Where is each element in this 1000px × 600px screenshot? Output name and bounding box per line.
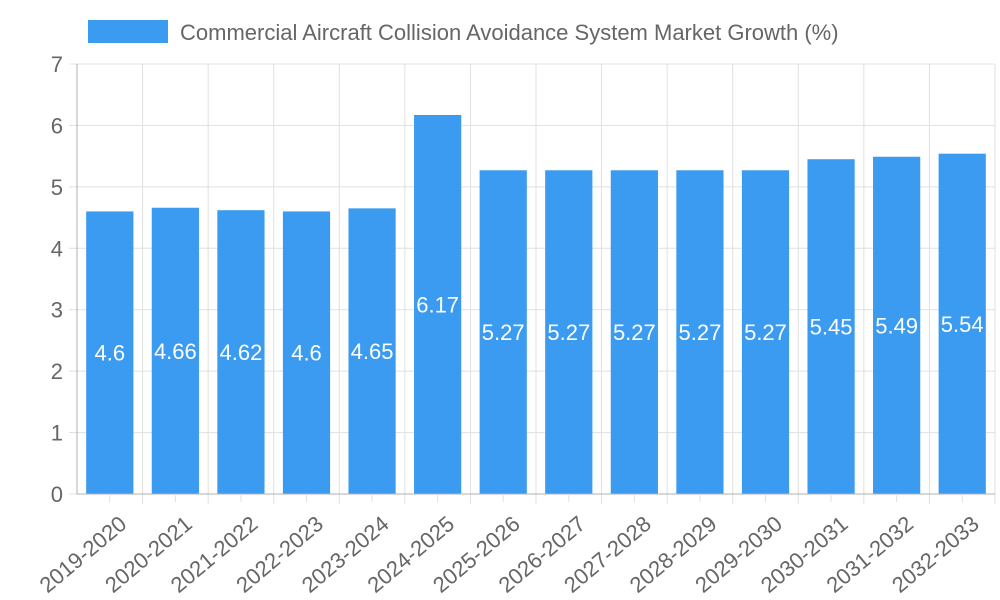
bar[interactable]	[741, 170, 790, 494]
bar[interactable]	[938, 153, 986, 494]
x-axis: 2019-20202020-20212021-20222022-20232023…	[35, 493, 995, 598]
bar-value-label: 5.49	[875, 313, 918, 338]
y-axis: 0 1 2 3 4 5 6 7	[51, 52, 78, 507]
bar[interactable]	[676, 170, 724, 494]
bar-value-label: 4.65	[351, 339, 394, 364]
bar[interactable]	[479, 170, 527, 494]
y-tick-label: 3	[51, 298, 63, 323]
y-tick-label: 1	[51, 421, 63, 446]
bar[interactable]	[151, 207, 199, 494]
bar-value-label: 6.17	[416, 292, 459, 317]
bar[interactable]	[545, 170, 593, 494]
bar[interactable]	[610, 170, 658, 494]
bar-value-label: 4.6	[291, 341, 322, 366]
legend[interactable]: Commercial Aircraft Collision Avoidance …	[88, 20, 839, 45]
y-tick-label: 6	[51, 113, 63, 138]
bar[interactable]	[873, 156, 921, 494]
bar-value-label: 4.6	[94, 341, 125, 366]
legend-swatch	[88, 20, 168, 43]
bar[interactable]	[282, 211, 331, 494]
data-labels: 4.6 4.66 4.62 4.6 4.65 6.17 5.27 5.27 5.27 5.27 5.…	[94, 292, 983, 365]
bar-value-label: 5.27	[613, 320, 656, 345]
y-tick-label: 5	[51, 175, 63, 200]
bar[interactable]	[807, 159, 855, 494]
bar-value-label: 5.27	[679, 320, 722, 345]
bar-value-label: 5.27	[744, 320, 787, 345]
y-tick-label: 7	[51, 52, 63, 77]
bar[interactable]	[348, 208, 396, 494]
bar-value-label: 5.27	[482, 320, 525, 345]
legend-label: Commercial Aircraft Collision Avoidance …	[180, 20, 839, 45]
y-tick-label: 0	[51, 482, 63, 507]
grid-lines	[77, 63, 996, 504]
bar[interactable]	[86, 211, 134, 494]
bar-value-label: 5.54	[941, 312, 984, 337]
bar[interactable]	[414, 114, 462, 494]
bar-value-label: 5.27	[547, 320, 590, 345]
bar[interactable]	[217, 210, 265, 494]
bars	[86, 114, 986, 494]
bar-value-label: 5.45	[810, 315, 853, 340]
bar-value-label: 4.62	[220, 340, 263, 365]
y-tick-label: 4	[51, 236, 63, 261]
bar-value-label: 4.66	[154, 339, 197, 364]
y-tick-label: 2	[51, 359, 63, 384]
